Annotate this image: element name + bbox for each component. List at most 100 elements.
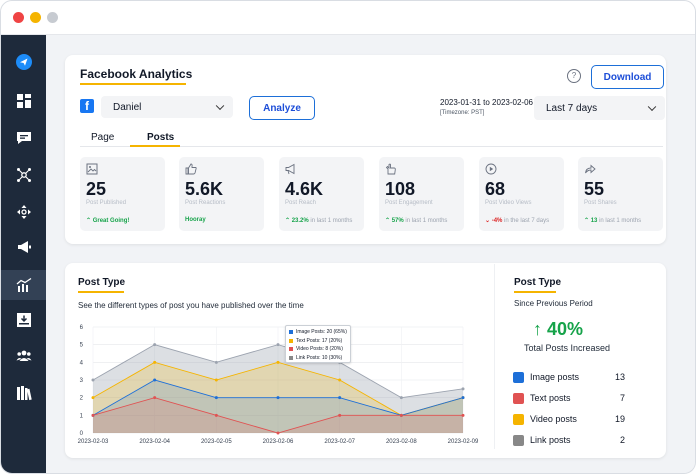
data-point [461, 387, 465, 391]
summary-title: Post Type [514, 277, 562, 288]
data-point [153, 396, 157, 400]
sidebar [1, 35, 46, 473]
stat-subtext: ⌃ 23.2% in last 1 months [285, 218, 353, 224]
stat-card-post-shares: 55 Post Shares ⌃ 13 in last 1 months [578, 157, 663, 231]
legend-count: 13 [614, 372, 625, 382]
data-point [399, 413, 403, 417]
stat-value: 108 [385, 179, 416, 199]
chat-icon [16, 132, 31, 144]
dashboard-icon [16, 94, 31, 108]
summary-underline [514, 291, 556, 293]
sidebar-item-messages[interactable] [1, 123, 46, 153]
date-range-text: 2023-01-31 to 2023-02-06 [440, 98, 533, 107]
data-point [338, 413, 342, 417]
legend-count: 2 [619, 435, 625, 445]
post-type-title: Post Type [78, 277, 126, 288]
sidebar-item-move[interactable] [1, 197, 46, 227]
tooltip-row: Text Posts: 17 (20%) [289, 337, 347, 346]
data-point [153, 343, 157, 347]
sidebar-item-team[interactable] [1, 341, 46, 371]
download-button[interactable]: Download [591, 65, 664, 89]
trend-up-icon: ⌃ [285, 218, 292, 224]
legend-swatch [513, 413, 524, 425]
legend-swatch [513, 392, 524, 404]
post-type-card [65, 263, 666, 458]
data-point [91, 378, 95, 382]
legend-swatch [513, 371, 524, 383]
megaphone-icon [17, 241, 31, 253]
y-tick-label: 3 [80, 378, 84, 384]
y-tick-label: 2 [80, 396, 84, 402]
page-title: Facebook Analytics [80, 67, 193, 81]
data-point [276, 396, 280, 400]
legend-item-link-posts: Link posts 2 [513, 433, 625, 447]
stat-card-post-reach: 4.6K Post Reach ⌃ 23.2% in last 1 months [279, 157, 364, 231]
data-point [338, 396, 342, 400]
play-circle-icon [485, 163, 497, 175]
stat-value: 55 [584, 179, 605, 199]
pointer-hand-icon [385, 163, 396, 175]
stat-subtext: ⌃ 57% in last 1 months [385, 218, 448, 224]
data-point [276, 431, 280, 435]
legend-label: Image posts [530, 372, 580, 382]
thumbs-up-icon [185, 163, 197, 175]
account-select[interactable]: Daniel [101, 96, 233, 118]
trend-up-icon: ⌃ [385, 218, 392, 224]
legend-item-image-posts: Image posts 13 [513, 370, 625, 384]
sidebar-item-network[interactable] [1, 160, 46, 190]
series-area [93, 344, 463, 433]
series-area [93, 380, 463, 433]
post-type-underline [78, 291, 124, 293]
account-select-value: Daniel [113, 101, 142, 113]
tooltip-swatch [289, 330, 293, 335]
stat-card-post-engagement: 108 Post Engagement ⌃ 57% in last 1 mont… [379, 157, 464, 231]
sidebar-item-analytics[interactable] [1, 270, 46, 300]
legend-swatch [513, 434, 524, 446]
post-type-area-chart: 0 1 2 3 4 5 6 2023-02-03 2023-02-04 2023-02-05 202… [78, 325, 479, 445]
minimize-window-button[interactable] [30, 12, 41, 23]
x-tick-label: 2023-02-06 [263, 439, 294, 445]
megaphone-icon [285, 163, 295, 175]
facebook-analytics-card [65, 55, 666, 244]
legend-label: Text posts [530, 393, 571, 403]
tooltip-swatch [289, 338, 293, 343]
data-point [276, 343, 280, 347]
stat-subtext: ⌄ -4% in the last 7 days [485, 218, 550, 224]
stat-label: Post Engagement [385, 200, 433, 206]
tab-posts[interactable]: Posts [147, 132, 175, 143]
sidebar-item-campaigns[interactable] [1, 232, 46, 262]
stat-label: Post Reactions [185, 200, 226, 206]
data-point [214, 360, 218, 364]
y-tick-label: 6 [80, 325, 84, 331]
sidebar-item-dashboard[interactable] [1, 86, 46, 116]
tooltip-row: Image Posts: 20 (65%) [289, 328, 347, 337]
data-point [214, 396, 218, 400]
zoom-window-button[interactable] [47, 12, 58, 23]
sidebar-item-library[interactable] [1, 378, 46, 408]
tab-page[interactable]: Page [91, 132, 115, 143]
stat-label: Post Video Views [485, 200, 532, 206]
data-point [91, 396, 95, 400]
tooltip-text: Text Posts: 17 (20%) [296, 337, 343, 344]
data-point [214, 413, 218, 417]
sidebar-item-inbox[interactable] [1, 305, 46, 335]
image-icon [86, 163, 98, 175]
title-underline [80, 83, 186, 85]
summary-change: ↑ 40% [533, 319, 584, 339]
legend-item-text-posts: Text posts 7 [513, 391, 625, 405]
analyze-button[interactable]: Analyze [249, 96, 315, 120]
trend-up-icon: ⌃ [584, 218, 591, 224]
help-icon[interactable]: ? [567, 69, 581, 83]
move-arrows-icon [16, 205, 31, 219]
stat-value: 4.6K [285, 179, 324, 199]
close-window-button[interactable] [13, 12, 24, 23]
legend-label: Link posts [530, 435, 571, 445]
period-select[interactable]: Last 7 days [534, 96, 665, 120]
arrow-up-icon: ↑ [533, 319, 548, 339]
data-point [153, 360, 157, 364]
sidebar-item-logo[interactable] [1, 47, 46, 77]
team-icon [16, 350, 31, 361]
stat-subtext: Hooray [185, 217, 206, 223]
x-tick-label: 2023-02-04 [139, 439, 170, 445]
